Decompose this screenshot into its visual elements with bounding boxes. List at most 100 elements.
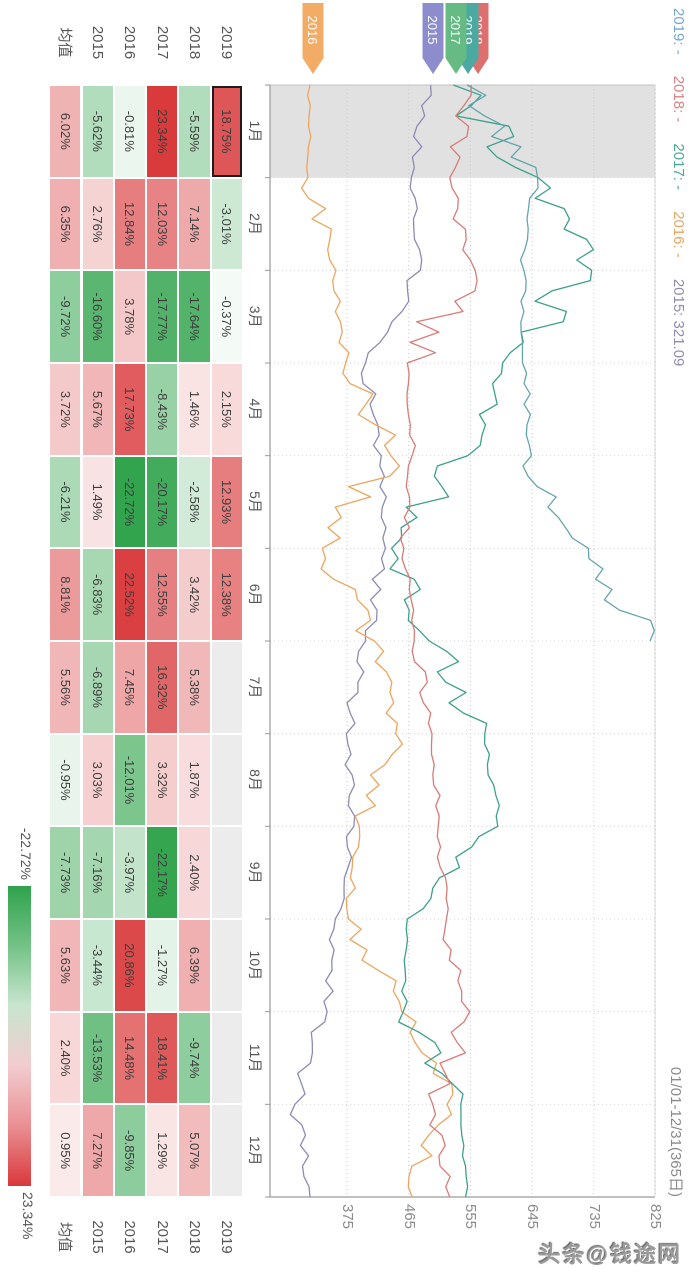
heatmap-cell-selected[interactable]: 18.75%	[211, 86, 242, 177]
heatmap-cell[interactable]: 5.56%	[50, 642, 81, 733]
heatmap-cell[interactable]: -9.72%	[50, 271, 81, 362]
right-row-label-2015: 2015	[89, 1220, 107, 1254]
heatmap-cell[interactable]: 12.03%	[147, 178, 178, 270]
heatmap-cell[interactable]: 12.55%	[147, 549, 178, 640]
heatmap-cell[interactable]: -17.64%	[179, 271, 210, 362]
heatmap-cell[interactable]: 18.41%	[147, 1012, 178, 1104]
heatmap-cell[interactable]: 1.46%	[179, 364, 210, 455]
heatmap-cell[interactable]	[211, 734, 242, 826]
heatmap-cell[interactable]	[211, 827, 242, 918]
heatmap-cell[interactable]	[211, 920, 242, 1011]
heatmap-cell[interactable]: 2.40%	[179, 827, 210, 918]
heatmap-cell[interactable]	[211, 1012, 242, 1104]
heatmap-cell[interactable]: 5.67%	[82, 364, 113, 455]
heatmap-cell[interactable]: 5.63%	[50, 920, 81, 1011]
heatmap-cell[interactable]: -17.77%	[147, 271, 178, 362]
heatmap-cell[interactable]: -8.43%	[147, 364, 178, 455]
heatmap-cell[interactable]: 3.42%	[179, 549, 210, 640]
heatmap-cell[interactable]: -9.85%	[114, 1105, 146, 1196]
heatmap-cell[interactable]: -0.37%	[211, 271, 242, 362]
month-header-10: 10月	[247, 950, 264, 981]
month-header-9: 9月	[247, 861, 264, 884]
heatmap-cell[interactable]: 3.78%	[114, 271, 146, 362]
heatmap-cell[interactable]: 12.84%	[114, 178, 146, 270]
month-header-8: 8月	[247, 769, 264, 791]
heatmap-cell[interactable]: -22.17%	[147, 827, 178, 918]
heatmap-cell[interactable]: 12.93%	[211, 456, 242, 548]
heatmap-cell[interactable]: -3.97%	[114, 827, 146, 918]
heatmap-cell[interactable]: 8.81%	[50, 549, 81, 640]
row-label-2019: 2019	[218, 25, 236, 60]
month-header-12: 12月	[247, 1135, 264, 1166]
month-header-1: 1月	[247, 120, 264, 143]
heatmap-cell[interactable]: -20.17%	[147, 456, 178, 548]
heatmap-cell[interactable]	[211, 1105, 242, 1196]
heatmap-cell[interactable]: 12.38%	[211, 549, 242, 640]
month-header-4: 4月	[247, 398, 264, 421]
heatmap-cell[interactable]: 1.87%	[179, 734, 210, 826]
right-row-label-均值: 均值	[55, 1221, 73, 1252]
heatmap-cell[interactable]: 17.73%	[114, 364, 146, 455]
right-row-label-2019: 2019	[218, 1220, 236, 1254]
heatmap-cell[interactable]: 7.45%	[114, 642, 146, 733]
series-line-2015	[289, 84, 432, 1198]
heatmap-cell[interactable]: 20.86%	[114, 920, 146, 1011]
month-header-7: 7月	[247, 676, 264, 699]
heatmap-cell[interactable]: -3.44%	[82, 920, 113, 1011]
heatmap-cell[interactable]: 1.29%	[147, 1105, 178, 1196]
month-header-5: 5月	[247, 491, 264, 513]
heatmap-cell[interactable]: 1.49%	[82, 456, 113, 548]
heatmap-cell[interactable]: -13.53%	[82, 1012, 113, 1104]
heatmap-cell[interactable]: 7.14%	[179, 178, 210, 270]
heatmap-cell[interactable]: -1.27%	[147, 920, 178, 1011]
heatmap-cell[interactable]: -9.74%	[179, 1012, 210, 1104]
heatmap-cell[interactable]: -2.58%	[179, 456, 210, 548]
row-label-2015: 2015	[89, 25, 107, 60]
heatmap-cell[interactable]	[211, 642, 242, 733]
y-tick-label-465: 465	[400, 1204, 418, 1230]
row-label-2016: 2016	[121, 25, 139, 60]
heatmap-cell[interactable]: 7.27%	[82, 1105, 113, 1196]
heatmap-cell[interactable]: -3.01%	[211, 178, 242, 270]
heatmap-cell[interactable]: -7.16%	[82, 827, 113, 918]
heatmap-cell[interactable]: -5.59%	[179, 86, 210, 177]
heatmap-cell[interactable]: 3.03%	[82, 734, 113, 826]
heatmap-cell[interactable]: -6.21%	[50, 456, 81, 548]
heatmap-cell[interactable]: 2.76%	[82, 178, 113, 270]
heatmap-cell[interactable]: 6.35%	[50, 178, 81, 270]
start-flag-2016	[302, 3, 324, 74]
heatmap-cell[interactable]: -6.83%	[82, 549, 113, 640]
y-tick-label-555: 555	[462, 1204, 480, 1230]
start-flag-label-2016: 2016	[305, 16, 320, 45]
series-line-2018	[399, 85, 478, 1198]
heatmap-cell[interactable]: 5.38%	[179, 642, 210, 733]
heatmap-cell[interactable]: 0.95%	[50, 1105, 81, 1196]
month-header-2: 2月	[247, 213, 264, 235]
heatmap-cell[interactable]: -12.01%	[114, 734, 146, 826]
heatmap-cell[interactable]: 2.15%	[211, 364, 242, 455]
heatmap-cell[interactable]: -16.60%	[82, 271, 113, 362]
heatmap-cell[interactable]: 6.39%	[179, 920, 210, 1011]
heatmap-cell[interactable]: -7.73%	[50, 827, 81, 918]
right-row-label-2017: 2017	[153, 1220, 171, 1254]
watermark: 头条@钱途网	[538, 1242, 682, 1267]
heatmap-cell[interactable]: 2.40%	[50, 1012, 81, 1104]
legend-min-label: -22.72%	[18, 827, 34, 880]
heatmap-cell[interactable]: 5.07%	[179, 1105, 210, 1196]
heatmap-cell[interactable]: -6.89%	[82, 642, 113, 733]
heatmap-cell[interactable]: -0.95%	[50, 734, 81, 826]
heatmap-cell[interactable]: 16.32%	[147, 642, 178, 733]
heatmap-cell[interactable]: -22.72%	[114, 456, 146, 548]
heatmap-cell[interactable]: 3.32%	[147, 734, 178, 826]
month-header-3: 3月	[247, 305, 264, 328]
heatmap-cell[interactable]: 6.02%	[50, 86, 81, 177]
heatmap-cell[interactable]: 3.72%	[50, 364, 81, 455]
heatmap-cell[interactable]: 22.52%	[114, 549, 146, 640]
start-flag-2017	[445, 3, 467, 74]
heatmap-cell[interactable]: -0.81%	[114, 86, 146, 177]
heatmap-cell[interactable]: 14.48%	[114, 1012, 146, 1104]
heatmap-cell[interactable]: 23.34%	[147, 86, 178, 177]
heatmap-cell[interactable]: -5.62%	[82, 86, 113, 177]
